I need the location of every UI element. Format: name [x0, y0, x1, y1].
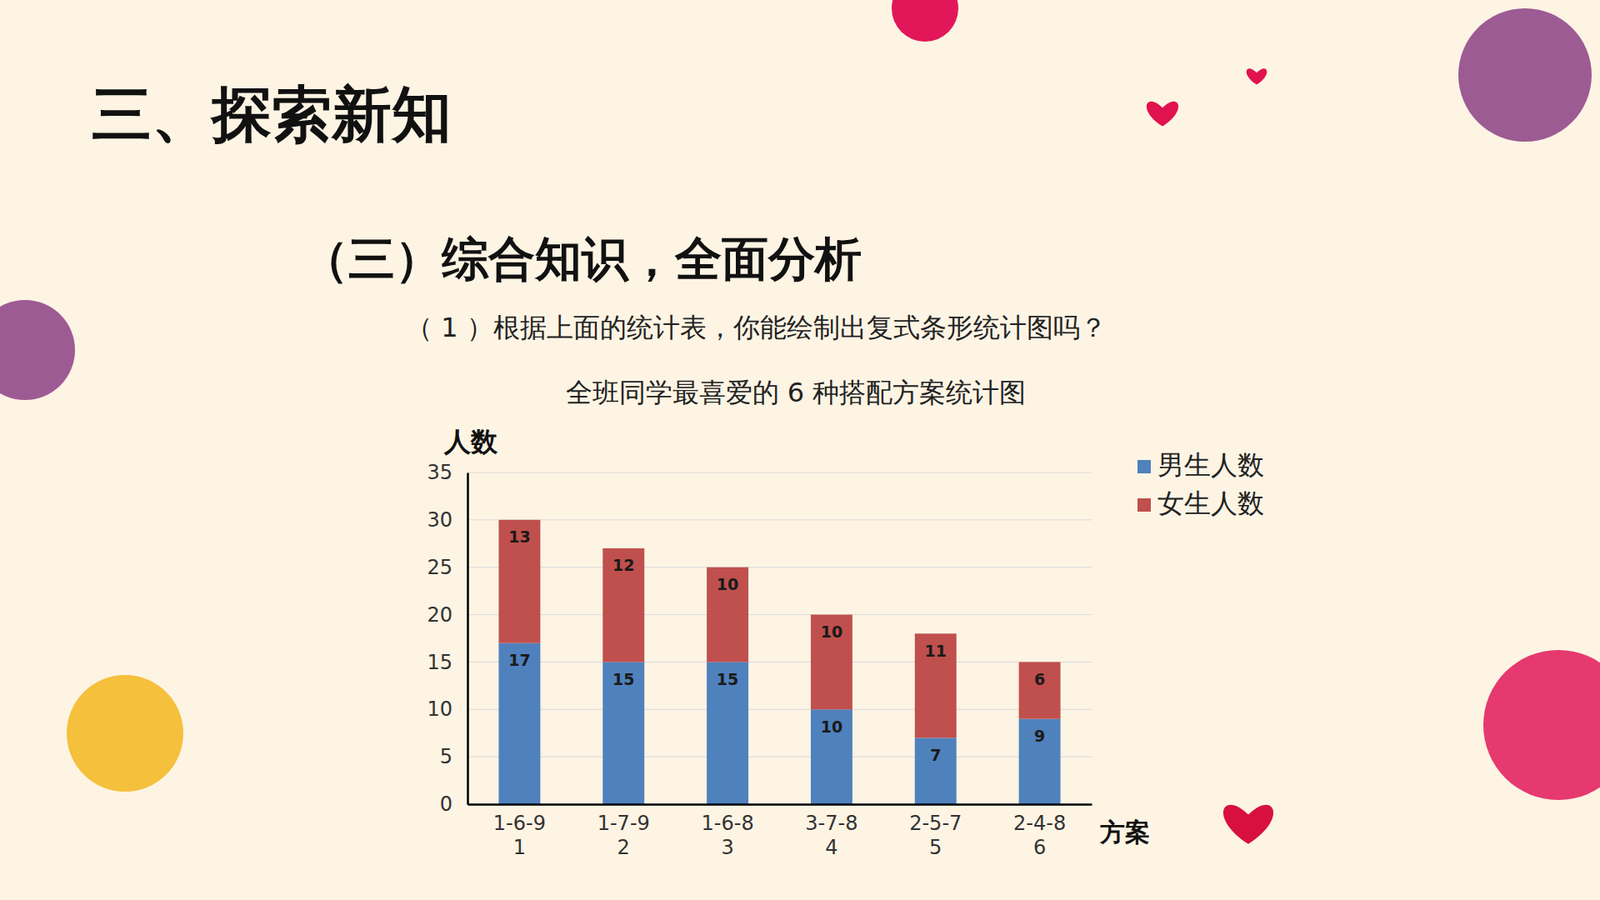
tick: 15	[426, 650, 468, 675]
question: （ 1 ）根据上面的统计表，你能绘制出复式条形统计图吗？	[405, 311, 1107, 344]
bar	[498, 643, 540, 805]
data-label: 10	[716, 575, 739, 594]
tick: 35	[426, 460, 468, 485]
bar	[915, 737, 957, 805]
data-label: 7	[930, 745, 941, 765]
decorations	[0, 0, 1600, 845]
tick: 25	[426, 555, 468, 580]
data-label: 11	[925, 641, 947, 660]
tick-label: 30	[426, 508, 453, 532]
legend-swatch	[1137, 460, 1151, 474]
legend-swatch	[1137, 498, 1151, 512]
legend-item: 男生人数	[1137, 449, 1265, 481]
grid-line	[467, 804, 1092, 805]
tick: 30	[426, 508, 468, 532]
bar	[498, 520, 540, 644]
bar	[915, 633, 957, 738]
bar	[810, 615, 853, 710]
data-label: 6	[1034, 670, 1045, 689]
grid-line	[467, 519, 1092, 520]
tick: 2-4-86	[1013, 804, 1066, 860]
grid-line	[467, 566, 1092, 568]
sun	[891, 0, 959, 42]
y-axis: 0 5 10 15 20 25 30 35	[426, 460, 468, 816]
axis-line	[466, 473, 470, 805]
heart	[1146, 101, 1179, 127]
grid-line	[467, 661, 1092, 663]
data-label: 12	[612, 555, 635, 575]
tick-label: 25	[426, 555, 453, 580]
tick: 1-6-83	[701, 804, 755, 860]
tick: 2-5-75	[909, 804, 962, 860]
tick-label: 3-7-84	[805, 811, 858, 860]
data-label: 17	[508, 650, 530, 670]
heading: 三、探索新知	[91, 79, 452, 150]
legend-item: 女生人数	[1137, 487, 1265, 520]
bar	[602, 548, 645, 662]
x-axis-title: 方案	[1099, 817, 1150, 847]
tick: 10	[426, 697, 468, 721]
x-axis: 1-6-91 1-7-92 1-6-83 3-7-84 2-5-75 2-4-86	[468, 804, 1093, 860]
tick-label: 2-5-75	[909, 811, 962, 860]
data-label: 9	[1034, 726, 1045, 745]
grid-line	[467, 614, 1092, 615]
subheading: （三）综合知识，全面分析	[301, 231, 862, 286]
tick-label: 1-6-83	[701, 811, 755, 860]
tick: 20	[426, 603, 468, 627]
bar	[810, 709, 853, 805]
bars	[498, 520, 1060, 805]
tick-label: 1-7-92	[597, 811, 650, 860]
chart-title: 全班同学最喜爱的 6 种搭配方案统计图	[565, 376, 1027, 409]
bar	[1019, 661, 1061, 719]
flower	[66, 675, 184, 792]
heart	[1246, 68, 1268, 85]
tick: 1-6-91	[493, 804, 546, 860]
data-label: 15	[612, 670, 635, 689]
tick-label: 10	[426, 697, 453, 721]
legend-label: 男生人数	[1157, 449, 1265, 481]
bar	[602, 661, 645, 805]
y-axis-title: 人数	[443, 425, 499, 458]
data-labels: 17 15 15 10 7 9 13 12 10 10 11 6	[508, 527, 1045, 765]
bar	[706, 661, 749, 805]
data-label: 10	[820, 622, 843, 641]
data-label: 13	[508, 527, 530, 546]
tick-label: 1-6-91	[493, 811, 546, 860]
tick-label: 15	[426, 650, 453, 675]
bar	[1019, 719, 1061, 805]
tick-label: 0	[440, 792, 453, 816]
tick: 0	[440, 792, 468, 816]
tick-label: 20	[426, 603, 453, 627]
flower	[0, 300, 75, 400]
flower	[1458, 8, 1592, 142]
grid-line	[467, 472, 1092, 474]
grid-line	[467, 756, 1092, 758]
bar	[706, 567, 749, 663]
data-label: 10	[820, 717, 843, 736]
tick: 3-7-84	[805, 804, 858, 860]
heart	[1223, 805, 1274, 845]
tick-label: 35	[426, 460, 453, 485]
legend: 男生人数女生人数	[1137, 449, 1265, 520]
legend-label: 女生人数	[1157, 487, 1265, 520]
grid-line	[467, 709, 1092, 710]
tick: 5	[440, 745, 468, 769]
flower	[1483, 650, 1600, 800]
axis-line	[468, 803, 1093, 806]
data-label: 15	[716, 670, 739, 689]
grid	[467, 472, 1092, 805]
tick-label: 2-4-86	[1013, 811, 1066, 860]
tick: 1-7-92	[597, 804, 650, 860]
slide: 三、探索新知 （三）综合知识，全面分析 （ 1 ）根据上面的统计表，你能绘制出复式条…	[0, 0, 1600, 900]
tick-label: 5	[440, 745, 453, 769]
